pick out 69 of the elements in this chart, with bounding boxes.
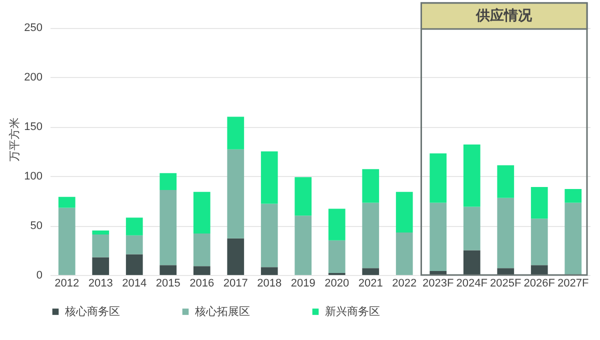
x-tick-label: 2017 [223, 278, 248, 290]
y-tick-label: 100 [24, 170, 42, 183]
bar [260, 151, 278, 204]
bar [328, 240, 346, 274]
bar [160, 265, 177, 275]
bar [530, 218, 548, 266]
bar [92, 257, 110, 275]
bar [463, 206, 480, 250]
x-tick-label: 2014 [122, 278, 147, 290]
x-tick-label: 2021 [358, 278, 383, 290]
x-tick-label: 2019 [290, 278, 316, 290]
bar [430, 153, 447, 203]
legend-label: 核心拓展区 [194, 304, 250, 318]
bar [564, 202, 582, 275]
bar [193, 192, 210, 234]
bar [362, 202, 380, 268]
legend-label: 新兴商务区 [325, 304, 380, 318]
bar [362, 268, 380, 275]
bar [564, 188, 582, 203]
bar [260, 204, 278, 268]
bar [126, 218, 143, 236]
bar [92, 234, 110, 258]
bar [497, 268, 514, 275]
bar [58, 208, 76, 275]
bar [463, 144, 480, 207]
x-tick-label: 2015 [156, 278, 180, 290]
bar [92, 230, 110, 234]
x-tick-label: 2026F [524, 278, 556, 290]
y-tick-label: 0 [36, 270, 42, 282]
x-tick-label: 2025F [490, 278, 522, 290]
x-tick-label: 2022 [392, 278, 417, 290]
bar [530, 186, 548, 219]
y-axis-title: 万平方米 [8, 118, 22, 162]
bar [193, 266, 210, 275]
legend-label: 核心商务区 [64, 304, 120, 318]
x-tick-label: 2024F [456, 278, 488, 290]
y-tick-label: 250 [24, 22, 42, 34]
y-tick-label: 200 [24, 72, 42, 84]
bar [160, 190, 177, 266]
x-tick-label: 2020 [324, 278, 350, 290]
x-tick-label: 2016 [190, 278, 214, 290]
x-tick-label: 2027F [558, 278, 589, 290]
bar [396, 192, 413, 232]
bar [227, 238, 244, 275]
bar [396, 232, 413, 275]
x-tick-label: 2018 [257, 278, 282, 290]
bar [497, 165, 514, 198]
x-tick-label: 2013 [88, 278, 113, 290]
band-label: 供应情况 [475, 7, 534, 23]
bar [463, 250, 480, 275]
bar [294, 177, 312, 216]
bar [160, 173, 177, 190]
bar [193, 233, 210, 266]
bar [497, 198, 514, 268]
bar [227, 116, 244, 150]
y-tick-label: 150 [24, 121, 42, 134]
bar [58, 196, 76, 208]
bar [227, 149, 244, 238]
x-tick-label: 2012 [54, 278, 80, 290]
bar [126, 254, 143, 275]
bar [126, 235, 143, 254]
bar [530, 265, 548, 275]
bar [328, 208, 346, 240]
bar [430, 202, 447, 272]
bar [362, 169, 380, 203]
y-tick-label: 50 [30, 220, 42, 232]
x-tick-label: 2023F [422, 278, 454, 290]
bar [260, 267, 278, 275]
bar [294, 216, 312, 275]
